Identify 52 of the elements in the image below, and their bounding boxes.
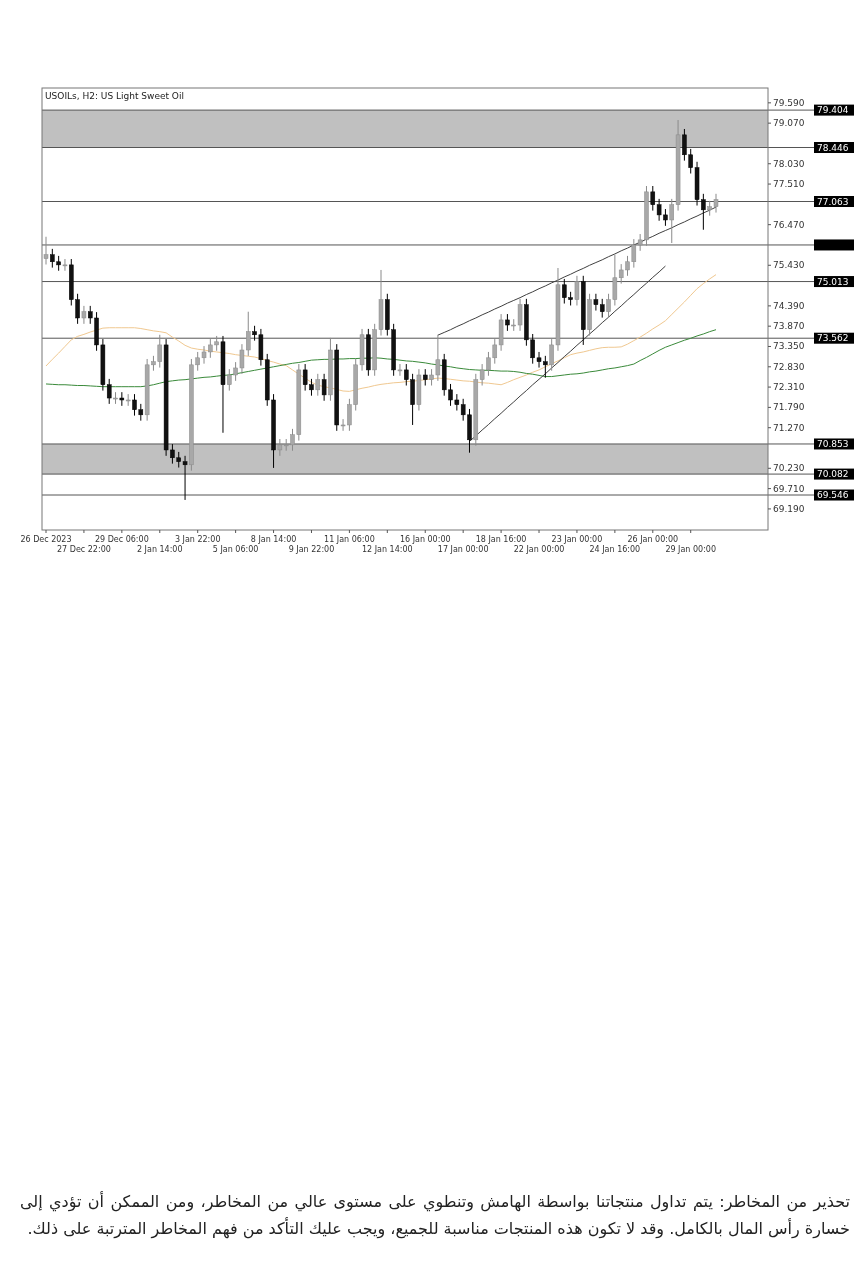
x-tick-label: 23 Jan 00:00 — [551, 535, 603, 544]
candlestick — [397, 363, 403, 377]
candlestick — [43, 236, 49, 265]
candlestick — [574, 275, 580, 306]
y-tick-label: 69.190 — [773, 503, 805, 514]
x-tick-label: 9 Jan 22:00 — [288, 545, 335, 554]
x-tick-label: 24 Jan 16:00 — [589, 545, 641, 554]
ref-line-label: 69.546 — [817, 490, 849, 501]
candlestick — [81, 305, 87, 325]
x-tick-label: 11 Jan 06:00 — [324, 535, 375, 544]
y-tick-label: 69.710 — [773, 483, 805, 494]
ref-line-label: 77.063 — [817, 196, 849, 207]
y-tick-label: 72.310 — [773, 382, 805, 393]
x-tick-label: 16 Jan 00:00 — [399, 535, 451, 544]
y-tick-label: 77.510 — [773, 179, 805, 190]
y-tick-label: 79.590 — [773, 97, 805, 108]
y-tick-label: 79.070 — [773, 118, 805, 129]
y-tick-label: 71.270 — [773, 422, 805, 433]
text: تحذير من المخاطر: يتم تداول منتجاتنا بواسطة الهامش وتنطوي على مستوى عالي من المخاطر، ومن الممكن أن تؤدي إلى خسارة رأس المال بالكامل. وقد لا تكون هذه المنتجات مناسبة للجميع، ويجب عليك التأكد من فهم المخاطر المترتبة على ذلك. — [20, 1190, 850, 1241]
x-tick-label: 27 Dec 22:00 — [57, 545, 111, 554]
y-tick-label: 75.430 — [773, 260, 805, 271]
ref-line-label: 70.853 — [817, 438, 849, 449]
ref-line-label: 70.082 — [817, 469, 849, 480]
y-tick-label: 71.790 — [773, 402, 805, 413]
y-tick-label: 76.470 — [773, 219, 805, 230]
ref-line-label: 78.446 — [817, 142, 849, 153]
y-tick-label: 73.870 — [773, 321, 805, 332]
candlestick — [62, 258, 68, 272]
x-tick-label: 8 Jan 14:00 — [250, 535, 297, 544]
x-tick-label: 2 Jan 14:00 — [136, 545, 183, 554]
x-tick-label: 17 Jan 00:00 — [437, 545, 489, 554]
ref-line-label: 73.562 — [817, 333, 849, 344]
y-tick-label: 74.390 — [773, 300, 805, 311]
line-series — [468, 265, 666, 442]
y-tick-label: 73.350 — [773, 341, 805, 352]
x-tick-label: 26 Dec 2023 — [20, 535, 72, 544]
y-tick-label: 78.030 — [773, 158, 805, 169]
x-tick-label: 3 Jan 22:00 — [174, 535, 221, 544]
x-tick-label: 26 Jan 00:00 — [627, 535, 679, 544]
x-tick-label: 29 Dec 06:00 — [94, 535, 149, 544]
x-tick-label: 22 Jan 00:00 — [513, 545, 565, 554]
ref-line-label: 75.013 — [817, 276, 849, 287]
y-tick-label: 70.230 — [773, 463, 805, 474]
x-tick-label: 5 Jan 06:00 — [212, 545, 259, 554]
x-tick-label: 29 Jan 00:00 — [665, 545, 717, 554]
ref-line-label: 79.404 — [817, 105, 849, 116]
candlestick — [315, 373, 321, 397]
x-tick-label: 12 Jan 14:00 — [361, 545, 413, 554]
x-tick-label: 18 Jan 16:00 — [475, 535, 527, 544]
y-tick-label: 72.830 — [773, 361, 805, 372]
chart-title: USOILs, H2: US Light Sweet Oil — [45, 91, 184, 101]
candlestick — [321, 373, 327, 402]
